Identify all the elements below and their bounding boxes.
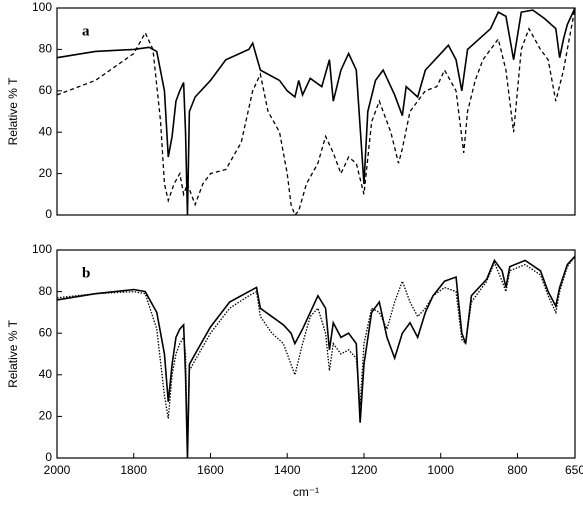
y-tick-label: 60: [39, 325, 53, 339]
x-tick-label: 2000: [44, 463, 71, 477]
y-axis-label: Relative % T: [6, 319, 20, 387]
x-tick-label: 1000: [427, 463, 454, 477]
y-tick-label: 40: [39, 367, 53, 381]
y-tick-label: 60: [39, 83, 53, 97]
x-tick-label: 1800: [120, 463, 147, 477]
plot-frame: [56, 249, 576, 459]
y-tick-label: 0: [45, 207, 52, 221]
y-tick-label: 20: [39, 166, 53, 180]
panel-label: a: [82, 23, 90, 39]
y-tick-label: 0: [45, 450, 52, 464]
spectrum-line: [56, 255, 576, 459]
y-tick-label: 20: [39, 409, 53, 423]
x-tick-label: 650: [565, 463, 583, 477]
y-tick-label: 40: [39, 124, 53, 138]
x-tick-label: 1600: [197, 463, 224, 477]
x-tick-label: 1200: [351, 463, 378, 477]
spectrum-line: [56, 7, 576, 217]
x-tick-label: 800: [507, 463, 527, 477]
plot-frame: [56, 7, 576, 216]
spectrum-line: [56, 7, 576, 216]
panel-label: b: [82, 265, 90, 281]
x-tick-label: 1400: [274, 463, 301, 477]
y-tick-label: 100: [32, 0, 52, 14]
y-axis-label: Relative % T: [6, 77, 20, 145]
y-tick-label: 80: [39, 284, 53, 298]
y-tick-label: 100: [32, 242, 52, 256]
spectrum-line: [56, 255, 576, 452]
y-tick-label: 80: [39, 42, 53, 56]
x-axis-label: cm⁻¹: [293, 485, 319, 499]
